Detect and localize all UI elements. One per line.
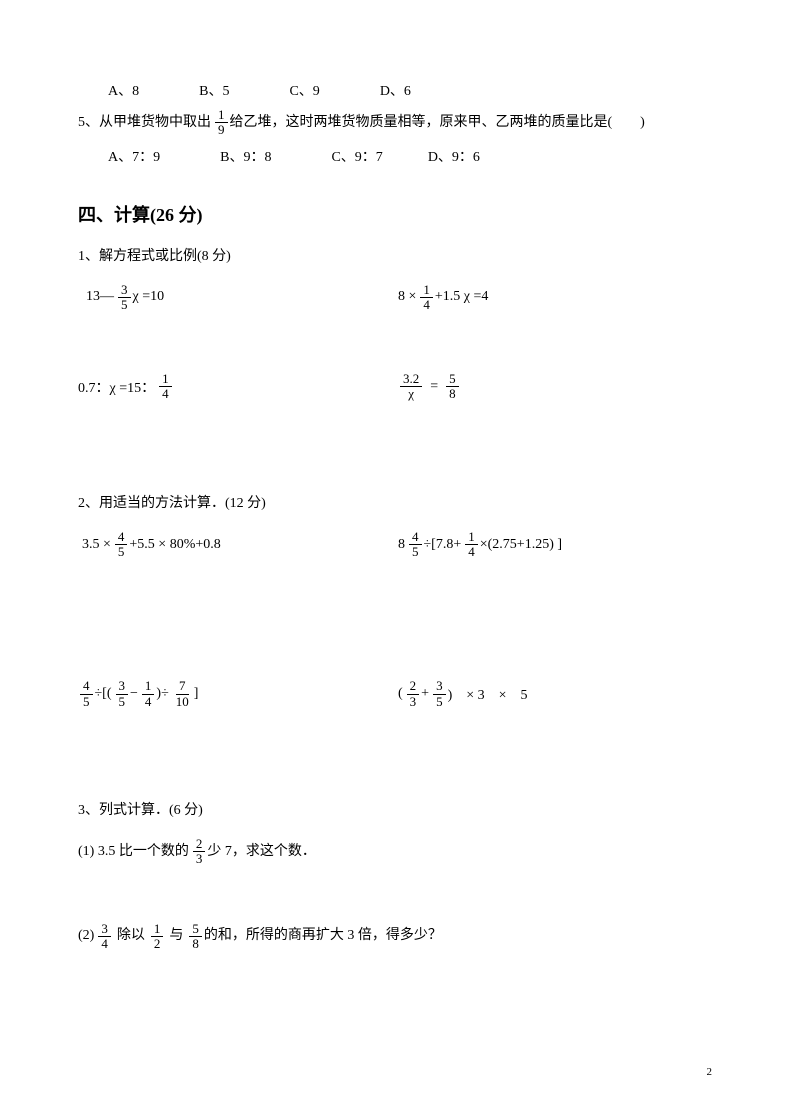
eq-row-1: 13— 3 5 χ =10 8 × 1 4 +1.5 χ =4 — [78, 283, 712, 313]
frac-1-4a: 1 4 — [420, 283, 433, 313]
q4-options: A、8 B、5 C、9 D、6 — [108, 80, 712, 100]
eq3-right: 8 4 5 ÷[7.8+ 1 4 ×(2.75+1.25) ] — [398, 530, 712, 560]
frac-3-4: 3 4 — [98, 922, 111, 952]
q5-opt-d: D、9：6 — [428, 146, 480, 166]
frac-1-4d: 1 4 — [142, 679, 155, 709]
eq-row-3: 3.5 × 4 5 +5.5 × 80%+0.8 8 4 5 ÷[7.8+ 1 … — [78, 530, 712, 560]
q5-options: A、7：9 B、9：8 C、9：7 D、9：6 — [108, 146, 712, 166]
q5-opt-b: B、9：8 — [220, 146, 271, 166]
sub1: 1、解方程式或比例(8 分) — [78, 245, 712, 265]
eq1-left: 13— 3 5 χ =10 — [78, 283, 398, 313]
eq-row-2: 0.7：χ =15： 1 4 3.2 χ = 5 8 — [78, 372, 712, 402]
eq-row-4: 4 5 ÷[( 3 5 − 1 4 )÷ 7 10 ] ( 2 3 + 3 5 … — [78, 679, 712, 709]
frac-4-5b: 4 5 — [409, 530, 422, 560]
q5-opt-a: A、7：9 — [108, 146, 160, 166]
section4-title: 四、计算(26 分) — [78, 201, 712, 227]
sub2: 2、用适当的方法计算．(12 分) — [78, 492, 712, 512]
eq4-left: 4 5 ÷[( 3 5 − 1 4 )÷ 7 10 ] — [78, 679, 398, 709]
eq2-left: 0.7：χ =15： 1 4 — [78, 372, 398, 402]
frac-7-10: 7 10 — [173, 679, 192, 709]
frac-4-5a: 4 5 — [115, 530, 128, 560]
frac-2-3b: 2 3 — [193, 837, 206, 867]
q5-prefix: 5、从甲堆货物中取出 — [78, 112, 211, 134]
frac-3.2-chi: 3.2 χ — [400, 372, 422, 402]
frac-3-5: 3 5 — [118, 283, 131, 313]
frac-3-5c: 3 5 — [433, 679, 446, 709]
frac-2-3: 2 3 — [407, 679, 420, 709]
eq1-right: 8 × 1 4 +1.5 χ =4 — [398, 283, 712, 313]
q4-opt-c: C、9 — [289, 80, 319, 100]
eq2-right: 3.2 χ = 5 8 — [398, 372, 712, 402]
q4-opt-a: A、8 — [108, 80, 139, 100]
q5-text: 5、从甲堆货物中取出 1 9 给乙堆，这时两堆货物质量相等，原来甲、乙两堆的质量… — [78, 108, 712, 138]
eq3-left: 3.5 × 4 5 +5.5 × 80%+0.8 — [78, 530, 398, 560]
frac-3-5b: 3 5 — [116, 679, 129, 709]
q32: (2) 3 4 除以 1 2 与 5 8 的和，所得的商再扩大 3 倍，得多少？ — [78, 922, 712, 952]
eq4-right: ( 2 3 + 3 5 ) × 3 × 5 — [398, 679, 712, 709]
sub3: 3、列式计算．(6 分) — [78, 799, 712, 819]
q5-close: ) — [640, 112, 645, 134]
q31: (1) 3.5 比一个数的 2 3 少 7，求这个数． — [78, 837, 712, 867]
frac-1-2: 1 2 — [151, 922, 164, 952]
q4-opt-b: B、5 — [199, 80, 229, 100]
q5-suffix: 给乙堆，这时两堆货物质量相等，原来甲、乙两堆的质量比是( — [230, 112, 613, 134]
frac-1-4b: 1 4 — [159, 372, 172, 402]
frac-5-8: 5 8 — [446, 372, 459, 402]
q5-fraction: 1 9 — [215, 108, 228, 138]
q4-opt-d: D、6 — [380, 80, 411, 100]
page-number: 2 — [707, 1066, 713, 1078]
frac-4-5c: 4 5 — [80, 679, 93, 709]
q5-opt-c: C、9：7 — [331, 146, 382, 166]
frac-5-8b: 5 8 — [189, 922, 202, 952]
frac-1-4c: 1 4 — [465, 530, 478, 560]
